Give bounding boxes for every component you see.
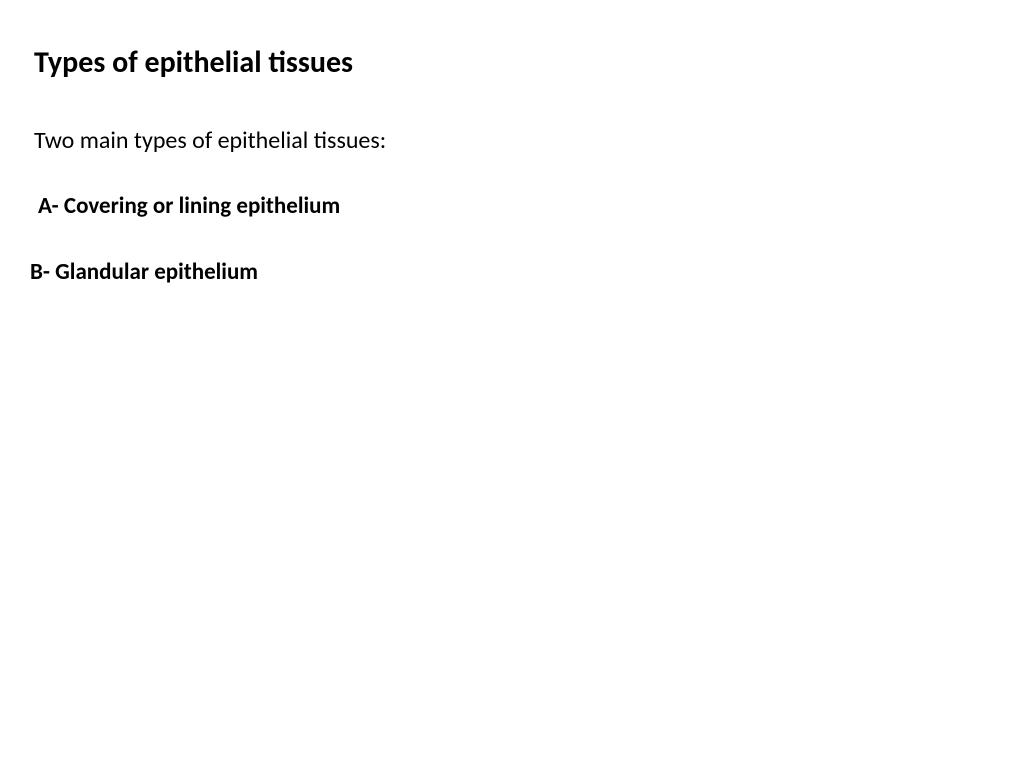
slide-subtitle: Two main types of epithelial tissues: [34, 126, 386, 155]
list-item-b: B- Glandular epithelium [30, 258, 258, 286]
slide-title: Types of epithelial tissues [34, 44, 353, 81]
list-item-a: A- Covering or lining epithelium [38, 192, 340, 220]
